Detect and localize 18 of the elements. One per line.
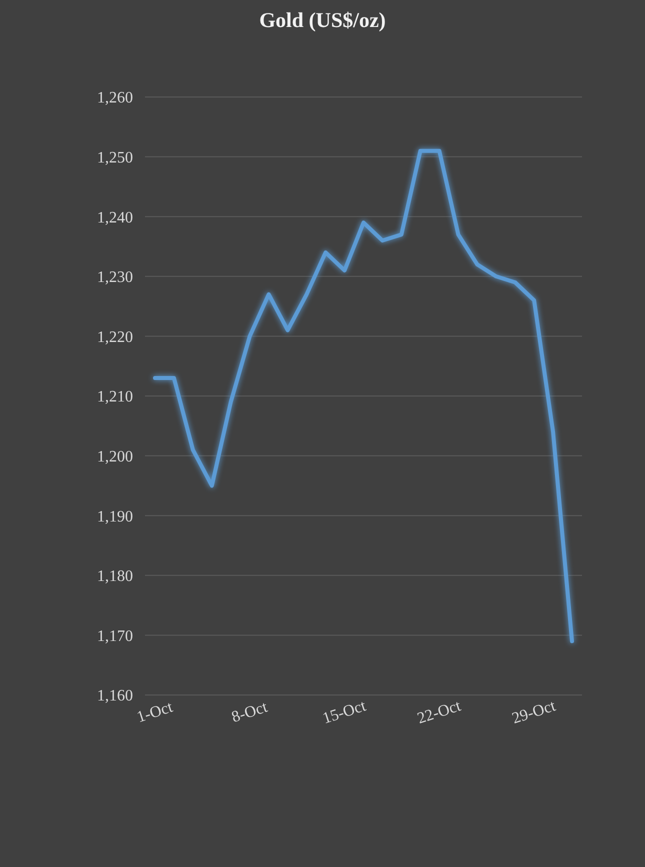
y-tick-label: 1,210 xyxy=(97,388,133,406)
y-tick-label: 1,230 xyxy=(97,269,133,286)
x-tick-label: 1-Oct xyxy=(134,698,176,726)
x-tick-label: 8-Oct xyxy=(230,698,270,726)
y-tick-label: 1,250 xyxy=(97,149,133,166)
y-tick-label: 1,200 xyxy=(97,448,133,466)
y-tick-label: 1,260 xyxy=(97,90,133,107)
y-tick-label: 1,170 xyxy=(97,628,133,645)
y-tick-label: 1,220 xyxy=(97,328,133,346)
x-tick-label: 15-Oct xyxy=(320,697,369,728)
y-tick-label: 1,190 xyxy=(97,508,133,526)
x-tick-label: 22-Oct xyxy=(415,697,464,728)
x-tick-label: 29-Oct xyxy=(510,697,558,728)
line-series xyxy=(153,148,574,644)
y-tick-label: 1,160 xyxy=(97,688,133,705)
y-tick-label: 1,240 xyxy=(97,209,133,226)
chart-title: Gold (US$/oz) xyxy=(258,8,387,33)
y-tick-label: 1,180 xyxy=(97,568,133,586)
